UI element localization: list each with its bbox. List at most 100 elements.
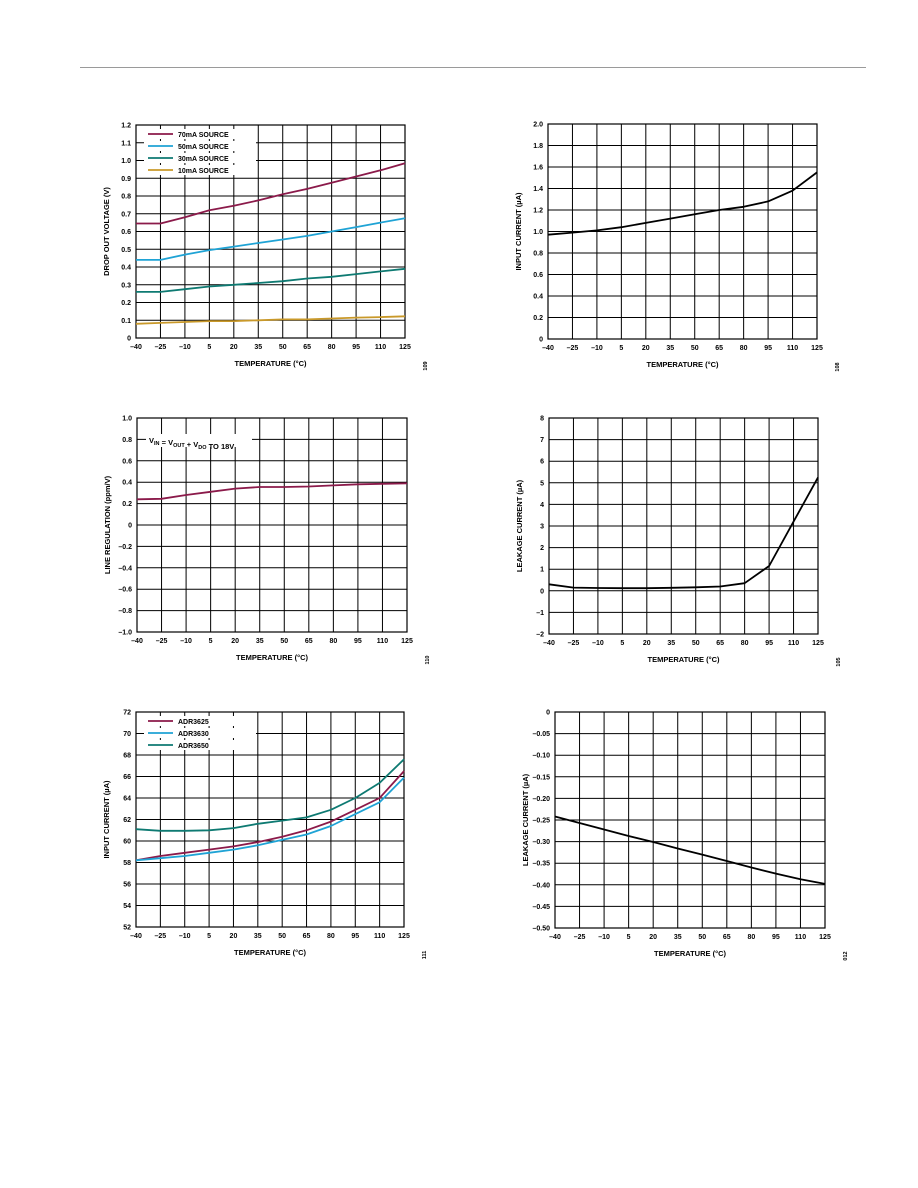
y-tick-label: 58 (123, 860, 131, 867)
y-tick-label: 56 (123, 882, 131, 889)
x-tick-label: 20 (649, 934, 657, 941)
chart-4: –40 –25 –10 5 20 35 50 65 80 95 110 125–2–101234567… (515, 416, 842, 667)
chart-1: –40 –25 –10 5 20 35 50 65 80 95 110 125 0 0.1 0.2 0.3 0.… (102, 123, 429, 371)
y-tick-label: 0.4 (122, 480, 132, 487)
x-tick-label: –40 (130, 933, 142, 940)
y-tick-label: 0.8 (121, 194, 131, 201)
y-tick-label: 0.6 (533, 272, 543, 279)
plot-frame (547, 123, 818, 340)
x-tick-label: –25 (574, 934, 586, 941)
legend-bg (144, 740, 256, 750)
x-axis-label: TEMPERATURE (°C) (654, 949, 727, 958)
x-tick-label: 65 (303, 344, 311, 351)
series-line-2 (135, 776, 405, 862)
x-tick-label: 35 (674, 934, 682, 941)
y-tick-label: 3 (540, 524, 544, 531)
x-tick-label: 125 (399, 344, 411, 351)
y-tick-label: 1.2 (121, 123, 131, 130)
y-tick-label: –0.35 (532, 861, 550, 868)
y-tick-label: 62 (123, 817, 131, 824)
y-tick-label: –0.05 (532, 731, 550, 738)
y-tick-label: 0.1 (121, 318, 131, 325)
x-tick-label: 65 (305, 638, 313, 645)
x-tick-label: 110 (374, 933, 385, 940)
series-line-1 (136, 162, 406, 225)
y-tick-label: –1.0 (118, 630, 132, 637)
x-axis-label: TEMPERATURE (°C) (234, 948, 307, 957)
y-axis-label: INPUT CURRENT (µA) (102, 780, 111, 859)
y-tick-label: 1.0 (533, 229, 543, 236)
y-tick-label: 1 (540, 567, 544, 574)
y-tick-label: 4 (540, 502, 544, 509)
y-tick-label: 0 (127, 336, 131, 343)
y-tick-label: –0.20 (532, 796, 550, 803)
y-tick-label: 2.0 (533, 122, 543, 129)
y-tick-label: 54 (123, 903, 131, 910)
y-axis-label: DROP OUT VOLTAGE (V) (102, 187, 111, 276)
y-tick-label: –0.15 (532, 774, 550, 781)
y-tick-label: 1.8 (533, 143, 543, 150)
y-tick-label: 0 (128, 523, 132, 530)
x-tick-label: 5 (207, 933, 211, 940)
x-tick-label: –10 (591, 345, 603, 352)
series-line-3 (135, 758, 405, 832)
legend-label: 70mA SOURCE (178, 132, 229, 139)
legend-label: 50mA SOURCE (178, 144, 229, 151)
legend-bg (144, 141, 256, 151)
series-line-1 (554, 815, 826, 885)
x-tick-label: 20 (231, 638, 239, 645)
series-line-2 (136, 217, 406, 261)
legend-label: ADR3650 (178, 743, 209, 750)
x-tick-label: 95 (351, 933, 359, 940)
x-tick-label: 80 (329, 638, 337, 645)
figure-id: 108 (835, 362, 841, 371)
x-tick-label: 50 (280, 638, 288, 645)
legend-bg (144, 728, 256, 738)
y-tick-label: –0.8 (118, 608, 132, 615)
x-tick-label: 80 (327, 933, 335, 940)
y-tick-label: 0.2 (122, 501, 132, 508)
y-tick-label: 70 (123, 731, 131, 738)
x-tick-label: 80 (747, 934, 755, 941)
y-axis-label: LINE REGULATION (ppm/V) (103, 475, 112, 574)
x-tick-label: –25 (568, 640, 580, 647)
x-tick-label: 50 (278, 933, 286, 940)
y-tick-label: 0.3 (121, 282, 131, 289)
y-tick-label: 0.8 (122, 437, 132, 444)
y-tick-label: 0.2 (533, 315, 543, 322)
y-tick-label: 60 (123, 839, 131, 846)
x-tick-label: 95 (352, 344, 360, 351)
x-tick-label: 95 (764, 345, 772, 352)
x-axis-label: TEMPERATURE (°C) (646, 360, 719, 369)
legend-label: ADR3630 (178, 731, 209, 738)
y-tick-label: –2 (536, 632, 544, 639)
plot-frame (135, 124, 406, 339)
series-line-1 (548, 476, 819, 590)
series-line-3 (136, 267, 406, 293)
plot-frame (136, 417, 408, 633)
y-axis-label: INPUT CURRENT (µA) (514, 192, 523, 271)
x-tick-label: 50 (691, 345, 699, 352)
x-tick-label: 35 (256, 638, 264, 645)
figure-id: 111 (422, 951, 428, 960)
y-tick-label: 0.5 (121, 247, 131, 254)
y-tick-label: –1 (536, 610, 544, 617)
y-tick-label: –0.4 (118, 565, 132, 572)
y-tick-label: 0.6 (122, 458, 132, 465)
x-tick-label: 5 (627, 934, 631, 941)
x-tick-label: 5 (620, 640, 624, 647)
y-tick-label: 1.6 (533, 165, 543, 172)
x-tick-label: 95 (772, 934, 780, 941)
y-tick-label: 5 (540, 480, 544, 487)
y-tick-label: 0 (540, 588, 544, 595)
y-tick-label: 66 (123, 774, 131, 781)
x-tick-label: 125 (812, 640, 824, 647)
x-tick-label: 65 (715, 345, 723, 352)
y-tick-label: 0 (546, 710, 550, 717)
plot-frame (548, 417, 819, 635)
x-tick-label: 125 (819, 934, 831, 941)
y-tick-label: –0.25 (532, 818, 550, 825)
x-tick-label: 95 (765, 640, 773, 647)
legend-bg (144, 129, 256, 139)
y-tick-label: –0.45 (532, 904, 550, 911)
